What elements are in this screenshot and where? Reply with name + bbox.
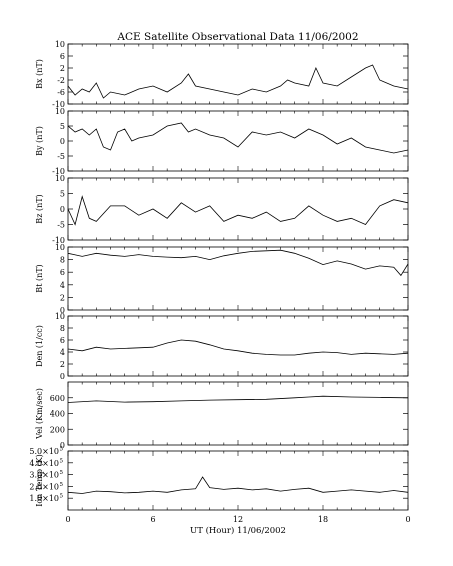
y-tick-label: -5 (57, 221, 65, 230)
y-tick-label: 6 (60, 336, 65, 345)
y-tick-label: 4 (60, 348, 65, 357)
y-tick-label: 8 (60, 324, 65, 333)
y-tick-exponent: 5 (60, 447, 64, 453)
y-tick-label: 10 (55, 107, 65, 116)
y-tick-label: 5 (60, 122, 65, 131)
y-tick-label: 8 (60, 256, 65, 265)
y-tick-label: 0 (60, 306, 65, 315)
y-tick-label: 4 (60, 281, 65, 290)
panel-by: 10 5 0 -5 -10 By (nT) (35, 107, 409, 176)
y-axis-label-by: By (nT) (35, 126, 44, 156)
y-tick-label: 6 (60, 268, 65, 277)
x-axis: 0 6 12 18 0 (65, 515, 410, 524)
y-axis-label-vel: Vel (Km/sec) (35, 388, 44, 440)
y-tick-label: 4.0×10 (29, 459, 59, 468)
y-tick-label: 2 (60, 360, 65, 369)
series-line-by (67, 122, 409, 154)
y-tick-label: 0 (60, 137, 65, 146)
panel-vel: 600 400 200 0 Vel (Km/sec) (35, 381, 409, 450)
y-axis-label-bt: Bt (nT) (35, 264, 44, 292)
panel-bx: 10 6 2 -2 -6 -10 Bx (nT) (35, 40, 409, 109)
series-line-den (67, 339, 409, 356)
x-tick-label: 18 (318, 515, 328, 524)
panel-frame (67, 315, 409, 377)
x-tick-label: 0 (65, 515, 70, 524)
y-axis-label-den: Den (1/cc) (35, 325, 44, 367)
panel-frame (67, 381, 409, 446)
panel-frame (67, 110, 409, 172)
y-tick-exponent: 5 (60, 494, 64, 500)
y-tick-label: 200 (50, 425, 65, 434)
y-tick-label: -10 (52, 236, 65, 245)
panel-frame (67, 450, 409, 511)
panel-frame (67, 246, 409, 311)
y-tick-exponent: 5 (60, 470, 64, 476)
y-tick-label: 10 (55, 243, 65, 252)
y-tick-label: 0 (60, 441, 65, 450)
y-tick-label: 600 (50, 394, 65, 403)
series-line-bt (67, 249, 409, 277)
y-tick-label: -2 (57, 76, 65, 85)
y-tick-label: -6 (57, 88, 65, 97)
panel-bt: 10 8 6 4 2 0 Bt (nT) (35, 243, 409, 315)
series-line-bz (67, 195, 409, 226)
x-tick-label: 6 (150, 515, 155, 524)
y-tick-label: 0 (60, 372, 65, 381)
x-tick-label: 12 (233, 515, 243, 524)
y-tick-label: 1.0×10 (29, 494, 59, 503)
panel-frame (67, 177, 409, 241)
x-tick-label: 0 (405, 515, 410, 524)
y-tick-label: 6 (60, 52, 65, 61)
panel-den: 10 8 6 4 2 0 Den (1/cc) (35, 312, 409, 381)
series-line-temp (67, 476, 409, 494)
y-tick-exponent: 5 (60, 482, 64, 488)
chart-title: ACE Satellite Observational Data 11/06/2… (116, 31, 358, 43)
y-tick-label: -5 (57, 152, 65, 161)
y-tick-label: 400 (50, 410, 65, 419)
y-tick-label: 0 (60, 205, 65, 214)
y-tick-label: 2 (60, 293, 65, 302)
y-axis-label-bz: Bz (nT) (35, 194, 44, 223)
x-axis-label: UT (Hour) 11/06/2002 (190, 525, 286, 536)
y-tick-label: -10 (52, 100, 65, 109)
y-axis-label-temp: Ion Temp (K) (35, 454, 44, 507)
series-line-bx (67, 64, 409, 99)
y-tick-label: 10 (55, 174, 65, 183)
y-tick-label: 2 (60, 64, 65, 73)
series-line-vel (67, 395, 409, 403)
y-tick-label: -10 (52, 167, 65, 176)
y-axis-label-bx: Bx (nT) (35, 59, 44, 89)
panel-bz: 10 5 0 -5 -10 Bz (nT) (35, 174, 409, 245)
y-tick-label: 5.0×10 (29, 447, 59, 456)
y-tick-label: 5 (60, 190, 65, 199)
y-tick-label: 2.0×10 (29, 482, 59, 491)
y-tick-exponent: 5 (60, 458, 64, 464)
y-tick-label: 10 (55, 40, 65, 49)
y-tick-label: 3.0×10 (29, 471, 59, 480)
y-tick-label: 10 (55, 312, 65, 321)
